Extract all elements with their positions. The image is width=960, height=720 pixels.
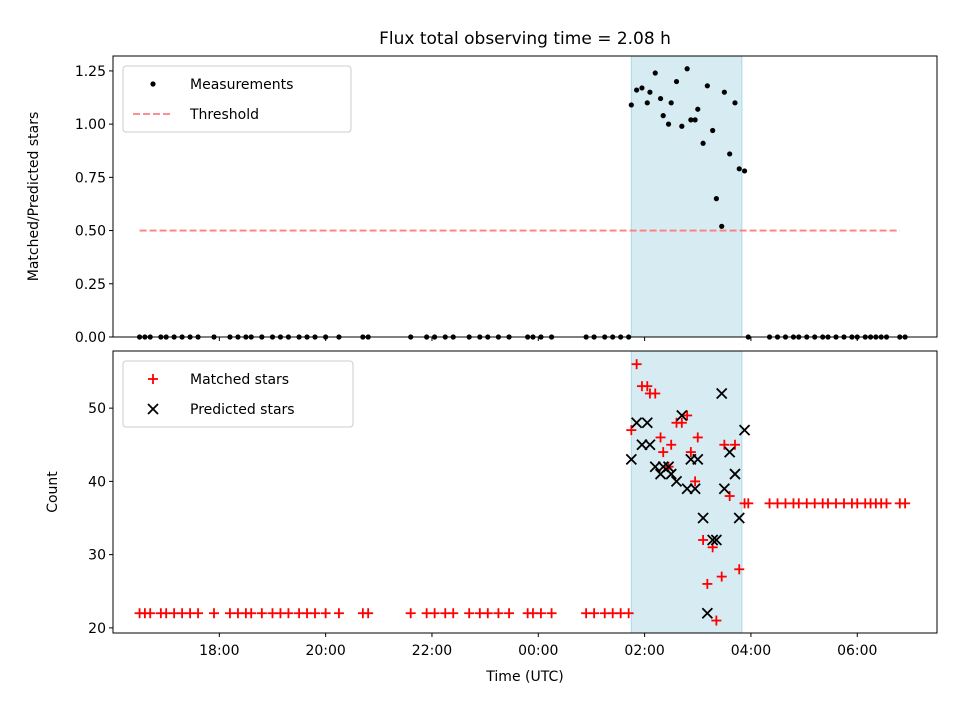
data-point-b xyxy=(641,417,653,429)
series-predicted-stars xyxy=(625,387,751,619)
data-point-b xyxy=(738,424,751,436)
data-point xyxy=(695,106,701,112)
y-tick-label: 20 xyxy=(88,621,106,637)
data-point xyxy=(668,100,674,106)
legend: Measurements Threshold xyxy=(122,65,352,133)
data-point xyxy=(719,223,725,229)
data-point-b xyxy=(681,483,693,495)
data-point xyxy=(713,196,719,202)
data-point xyxy=(673,78,680,85)
data-point xyxy=(688,117,694,123)
data-point-b xyxy=(676,409,688,422)
data-point xyxy=(721,89,727,95)
y-tick-label: 0.25 xyxy=(75,277,106,293)
x-axis-label: Time (UTC) xyxy=(485,669,563,685)
data-point-b xyxy=(670,475,683,488)
x-tick-label: 02:00 xyxy=(624,643,664,659)
data-point xyxy=(704,83,710,89)
data-point-b xyxy=(689,483,701,495)
y-axis-label: Count xyxy=(45,471,61,513)
data-point-b xyxy=(697,512,709,524)
x-tick-label: 20:00 xyxy=(305,643,345,659)
data-point xyxy=(692,117,698,123)
data-point-b xyxy=(707,534,719,546)
x-tick-label: 00:00 xyxy=(518,643,558,659)
x-tick-label: 04:00 xyxy=(731,643,771,659)
data-point-b xyxy=(718,483,730,495)
data-point-b xyxy=(657,461,669,473)
data-point-b xyxy=(662,461,675,473)
legend-marker-measurements xyxy=(150,81,156,87)
data-point xyxy=(657,95,664,102)
data-point xyxy=(647,89,653,95)
x-tick-label: 06:00 xyxy=(837,643,877,659)
y-tick-label: 0.75 xyxy=(75,170,106,186)
data-point-b xyxy=(710,534,723,546)
data-point-b xyxy=(644,439,656,451)
data-point-b xyxy=(636,439,648,451)
legend-marker-predicted-b xyxy=(147,403,159,415)
data-point xyxy=(634,87,640,93)
axes-frame xyxy=(112,350,938,634)
axes-frame xyxy=(112,55,938,338)
data-point-b xyxy=(724,446,736,458)
chart-title: Flux total observing time = 2.08 h xyxy=(379,29,671,49)
legend-label: Predicted stars xyxy=(190,402,295,418)
data-point-b xyxy=(701,607,713,619)
legend-box xyxy=(122,65,352,133)
legend-label: Measurements xyxy=(190,77,293,93)
legend-label: Matched stars xyxy=(190,372,289,388)
data-point xyxy=(644,100,650,106)
series-matched-stars xyxy=(134,359,911,626)
data-point xyxy=(684,66,690,72)
legend-box xyxy=(122,360,354,428)
data-point xyxy=(652,70,658,76)
x-tick-label: 22:00 xyxy=(412,643,452,659)
data-point-b xyxy=(729,468,741,480)
data-point xyxy=(710,127,716,134)
y-tick-label: 0.50 xyxy=(75,224,106,240)
data-point xyxy=(639,85,645,91)
data-point xyxy=(732,100,738,106)
data-point-b xyxy=(692,453,704,466)
y-tick-label: 1.00 xyxy=(75,117,106,133)
data-point-b xyxy=(665,468,677,480)
data-point-b xyxy=(649,461,661,473)
x-tick-label: 18:00 xyxy=(199,643,239,659)
y-tick-label: 50 xyxy=(88,401,106,417)
data-point xyxy=(679,123,685,129)
y-axis-label: Matched/Predicted stars xyxy=(26,112,42,282)
y-tick-label: 0.00 xyxy=(75,330,106,346)
y-tick-label: 30 xyxy=(88,548,106,564)
observing-window-span xyxy=(630,55,743,338)
data-point-b xyxy=(625,453,637,466)
data-point xyxy=(736,166,742,172)
data-point xyxy=(660,113,666,119)
data-point-b xyxy=(716,387,728,400)
legend: Matched stars Predicted stars xyxy=(122,360,354,428)
data-point xyxy=(700,140,706,146)
data-point xyxy=(727,151,733,157)
y-tick-label: 1.25 xyxy=(75,64,106,80)
data-point-b xyxy=(631,417,643,429)
data-point xyxy=(741,168,748,174)
legend-label: Threshold xyxy=(189,107,259,123)
data-point xyxy=(665,121,672,127)
y-tick-label: 40 xyxy=(88,474,106,490)
data-point xyxy=(628,102,634,108)
data-point-b xyxy=(733,512,745,524)
